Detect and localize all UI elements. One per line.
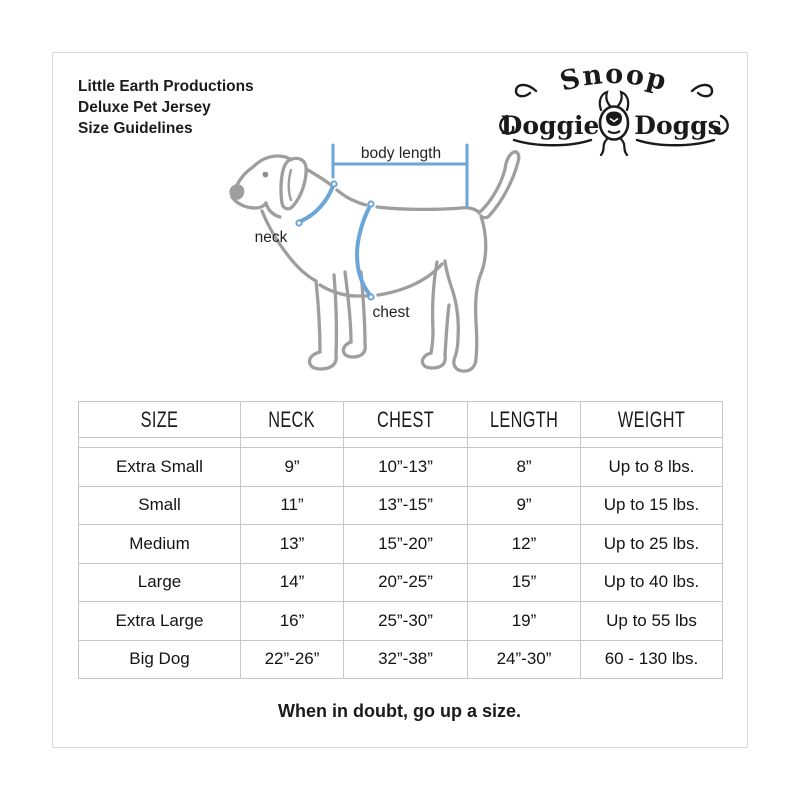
neck-collar-line <box>299 184 335 223</box>
table-cell: 16” <box>241 602 344 641</box>
spacer-cell <box>468 438 581 448</box>
header-neck: NECK <box>241 402 344 438</box>
table-cell: 13” <box>241 525 344 564</box>
table-cell: Big Dog <box>79 640 241 679</box>
dog-measurement-diagram: body length neck chest <box>229 143 521 373</box>
table-cell: 10”-13” <box>344 448 468 487</box>
title-line-2: Deluxe Pet Jersey <box>78 99 211 116</box>
table-cell: Extra Large <box>79 602 241 641</box>
emblem-mouth <box>607 130 621 134</box>
neck-label: neck <box>255 229 288 246</box>
title-block: Little Earth Productions Deluxe Pet Jers… <box>78 76 254 139</box>
table-cell: Up to 40 lbs. <box>581 563 723 602</box>
table-cell: 32”-38” <box>344 640 468 679</box>
table-cell: 9” <box>468 486 581 525</box>
spacer-cell <box>79 438 241 448</box>
table-cell: 9” <box>241 448 344 487</box>
dog-ear <box>279 156 308 211</box>
table-cell: 8” <box>468 448 581 487</box>
table-cell: 24”-30” <box>468 640 581 679</box>
dog-ear-inner-line <box>287 168 293 202</box>
table-cell: Medium <box>79 525 241 564</box>
dog-nose <box>229 184 245 200</box>
measurement-marks <box>295 143 469 301</box>
dog-eye <box>262 171 269 178</box>
logo-flourishes <box>499 83 729 156</box>
table-cell: Extra Small <box>79 448 241 487</box>
spacer-cell <box>241 438 344 448</box>
table-cell: 19” <box>468 602 581 641</box>
chest-band-line <box>354 204 372 297</box>
table-cell: Large <box>79 563 241 602</box>
table-cell: Up to 25 lbs. <box>581 525 723 564</box>
table-cell: Small <box>79 486 241 525</box>
dog-nose-shape <box>606 111 622 126</box>
logo-word-snoop: Snoop <box>557 60 671 98</box>
logo-word-doggs: Doggs <box>634 111 721 140</box>
chest-label: chest <box>372 304 410 321</box>
title-line-3: Size Guidelines <box>78 120 193 137</box>
spacer-cell <box>581 438 723 448</box>
table-cell: 20”-25” <box>344 563 468 602</box>
table-cell: Up to 15 lbs. <box>581 486 723 525</box>
body-length-label: body length <box>361 145 441 162</box>
table-cell: 11” <box>241 486 344 525</box>
table-cell: 15”-20” <box>344 525 468 564</box>
table-cell: 60 - 130 lbs. <box>581 640 723 679</box>
table-cell: 12” <box>468 525 581 564</box>
logo-word-doggie: Doggie <box>501 111 600 140</box>
spacer-cell <box>344 438 468 448</box>
table-cell: 25”-30” <box>344 602 468 641</box>
header-length: LENGTH <box>468 402 581 438</box>
header-weight: WEIGHT <box>581 402 723 438</box>
footer-note: When in doubt, go up a size. <box>278 701 521 721</box>
table-cell: Up to 55 lbs <box>581 602 723 641</box>
table-cell: 22”-26” <box>241 640 344 679</box>
nose-highlight <box>609 117 619 123</box>
size-table: SIZE NECK CHEST LENGTH WEIGHT Extra Smal… <box>78 401 723 679</box>
header-size: SIZE <box>79 402 241 438</box>
snoop-doggie-doggs-logo: Snoop Doggie Doggs <box>499 60 729 156</box>
table-cell: Up to 8 lbs. <box>581 448 723 487</box>
table-cell: 15” <box>468 563 581 602</box>
title-line-1: Little Earth Productions <box>78 78 254 95</box>
dog-outline <box>230 150 521 373</box>
table-cell: 13”-15” <box>344 486 468 525</box>
header-chest: CHEST <box>344 402 468 438</box>
table-cell: 14” <box>241 563 344 602</box>
